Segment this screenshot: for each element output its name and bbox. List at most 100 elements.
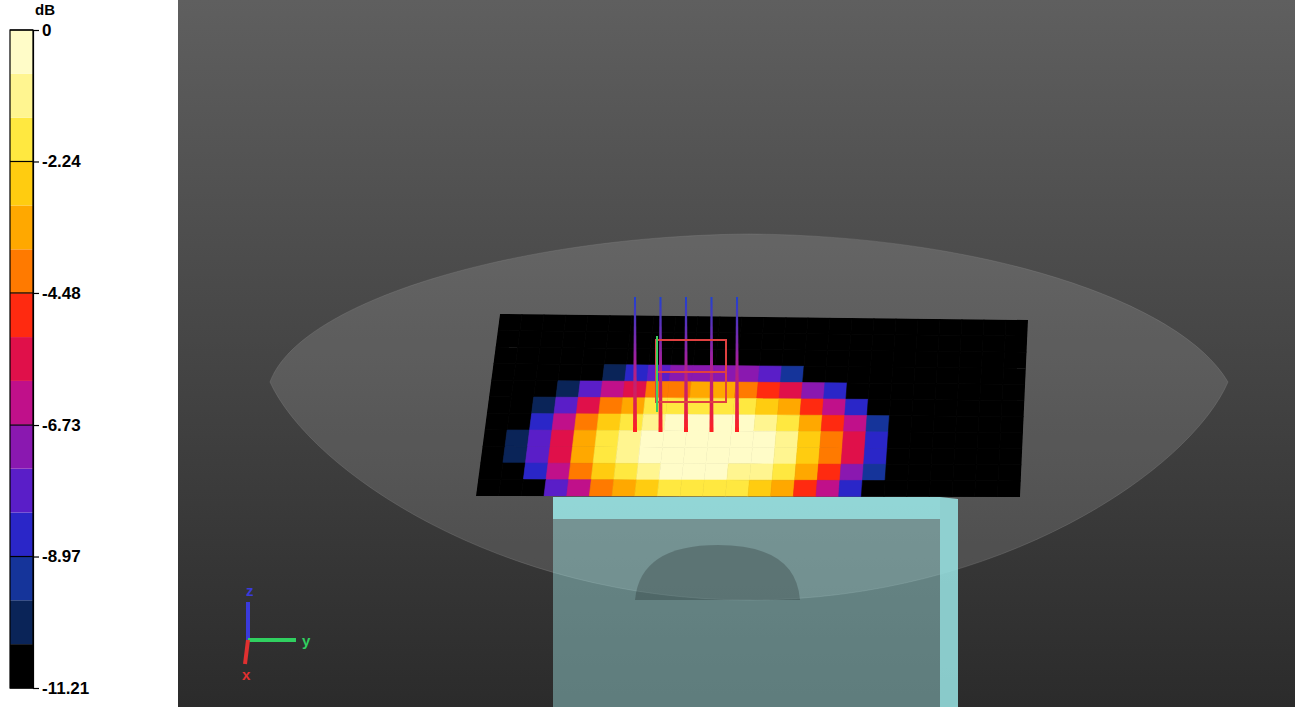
colorbar-tick: 0 bbox=[33, 21, 51, 40]
heatmap-cell bbox=[978, 416, 1001, 432]
colorbar-tick-mark bbox=[33, 688, 39, 689]
heatmap-cell bbox=[825, 367, 848, 383]
heatmap-cell bbox=[727, 464, 751, 480]
heatmap-cell bbox=[550, 430, 574, 447]
heatmap-cell bbox=[688, 398, 712, 415]
heatmap-cell bbox=[782, 350, 806, 366]
heatmap-cell bbox=[912, 400, 935, 416]
legend-panel bbox=[0, 0, 178, 707]
heatmap-cell bbox=[584, 331, 608, 348]
heatmap-cell bbox=[961, 319, 984, 335]
colorbar-axis-line bbox=[34, 31, 40, 689]
heatmap-cell bbox=[652, 316, 676, 333]
heatmap-cell bbox=[499, 480, 524, 497]
heatmap-cell bbox=[976, 465, 999, 481]
heatmap-cell bbox=[496, 331, 520, 348]
heatmap-cell bbox=[980, 384, 1003, 400]
heatmap-cell bbox=[929, 481, 953, 497]
heatmap-cell bbox=[616, 447, 640, 464]
heatmap-cell bbox=[617, 431, 641, 448]
heatmap-cell bbox=[619, 414, 643, 431]
heatmap-cell bbox=[571, 447, 595, 464]
heatmap-cell bbox=[542, 315, 566, 332]
heatmap-cell bbox=[873, 318, 896, 334]
heatmap-cell bbox=[671, 349, 695, 366]
heatmap-cell bbox=[895, 319, 918, 335]
heatmap-cell bbox=[958, 368, 981, 384]
colorbar-tick-mark bbox=[33, 425, 39, 426]
heatmap-cell bbox=[737, 349, 761, 366]
heatmap-cell bbox=[931, 448, 954, 464]
heatmap-cell bbox=[569, 463, 593, 480]
heatmap-cell bbox=[628, 332, 652, 349]
colorbar-tick-line bbox=[10, 292, 33, 293]
heatmap-cell bbox=[891, 383, 914, 399]
heatmap-cell bbox=[822, 399, 846, 415]
heatmap-cell bbox=[544, 480, 569, 497]
heatmap-cell bbox=[552, 414, 576, 431]
colorbar-band bbox=[10, 513, 33, 557]
colorbar-band bbox=[10, 644, 33, 688]
heatmap-cell bbox=[755, 399, 779, 415]
heatmap-cell bbox=[1000, 416, 1023, 432]
colorbar-tick-label: -8.97 bbox=[42, 547, 81, 566]
heatmap-cell bbox=[731, 415, 755, 431]
heatmap-cell bbox=[893, 351, 916, 367]
heatmap-cell bbox=[525, 447, 550, 464]
heatmap-cell bbox=[478, 463, 503, 480]
heatmap-cell bbox=[564, 315, 588, 332]
heatmap-cell bbox=[740, 317, 764, 334]
heatmap-cell bbox=[511, 380, 535, 397]
heatmap-plane bbox=[476, 314, 1028, 497]
heatmap-cell bbox=[739, 333, 763, 350]
heatmap-cell bbox=[749, 464, 773, 480]
heatmap-cell bbox=[861, 480, 885, 496]
colorbar bbox=[10, 30, 33, 688]
heatmap-cell bbox=[796, 448, 820, 464]
heatmap-cell bbox=[538, 348, 562, 365]
heatmap-cell bbox=[934, 400, 957, 416]
heatmap-cell bbox=[955, 432, 978, 448]
heatmap-cell bbox=[953, 465, 976, 481]
heatmap-cell bbox=[595, 430, 619, 447]
colorbar-tick-mark bbox=[33, 161, 39, 162]
heatmap-cell bbox=[558, 364, 582, 381]
heatmap-cell bbox=[757, 382, 781, 398]
heatmap-cell bbox=[930, 465, 954, 481]
heatmap-cell bbox=[799, 415, 823, 431]
heatmap-cell bbox=[518, 331, 542, 348]
heatmap-cell bbox=[523, 463, 548, 480]
heatmap-cell bbox=[635, 480, 659, 496]
heatmap-cell bbox=[795, 464, 819, 480]
heatmap-cell bbox=[783, 334, 806, 351]
heatmap-cell bbox=[827, 334, 850, 350]
heatmap-cell bbox=[851, 318, 874, 334]
heatmap-cell bbox=[715, 349, 739, 366]
heatmap-cell bbox=[736, 366, 760, 383]
heatmap-cell bbox=[977, 432, 1000, 448]
heatmap-cell bbox=[528, 430, 552, 447]
heatmap-cell bbox=[591, 463, 615, 480]
triad-x bbox=[245, 640, 248, 664]
heatmap-cell bbox=[780, 366, 804, 382]
heatmap-cell bbox=[608, 315, 632, 332]
heatmap-cell bbox=[683, 447, 707, 463]
heatmap-cell bbox=[916, 335, 939, 351]
heatmap-cell bbox=[886, 448, 910, 464]
heatmap-cell bbox=[560, 348, 584, 365]
colorbar-band bbox=[10, 556, 33, 600]
heatmap-cell bbox=[725, 480, 749, 496]
heatmap-cell bbox=[869, 367, 892, 383]
heatmap-cell bbox=[850, 334, 873, 350]
heatmap-cell bbox=[952, 481, 976, 497]
triad-y bbox=[248, 638, 296, 642]
heatmap-cell bbox=[534, 381, 558, 398]
triad-label: x bbox=[242, 666, 251, 683]
heatmap-cell bbox=[493, 347, 517, 364]
heatmap-cell bbox=[887, 432, 911, 448]
colorbar-band bbox=[10, 118, 33, 162]
colorbar-tick-mark bbox=[33, 556, 39, 557]
heatmap-cell bbox=[939, 319, 962, 335]
heatmap-cell bbox=[800, 399, 824, 415]
heatmap-cell bbox=[602, 365, 626, 382]
